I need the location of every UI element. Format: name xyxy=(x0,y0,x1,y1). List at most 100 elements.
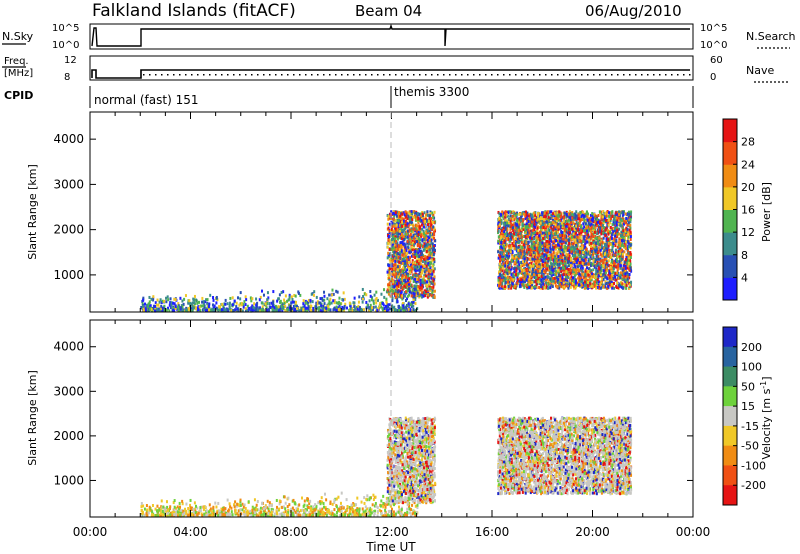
echo-cell xyxy=(422,260,424,263)
echo-cell xyxy=(505,210,507,213)
echo-cell xyxy=(433,237,435,240)
nave-point xyxy=(647,74,649,76)
nave-point xyxy=(569,74,571,76)
echo-cell xyxy=(621,249,623,252)
echo-cell xyxy=(418,285,420,288)
nave-point xyxy=(587,74,589,76)
echo-cell xyxy=(412,289,414,292)
echo-cell xyxy=(403,238,405,241)
echo-cell xyxy=(400,244,402,247)
echo-cell xyxy=(229,304,231,307)
echo-cell xyxy=(404,262,406,265)
echo-cell xyxy=(331,289,333,292)
echo-cell xyxy=(165,300,167,303)
echo-cell xyxy=(429,264,431,267)
echo-cell xyxy=(630,235,632,238)
echo-cell xyxy=(367,304,369,307)
echo-cell xyxy=(543,232,545,235)
echo-cell xyxy=(406,258,408,261)
echo-cell xyxy=(423,281,425,284)
echo-cell xyxy=(172,309,174,312)
echo-cell xyxy=(194,295,196,298)
echo-cell xyxy=(323,295,325,298)
echo-cell xyxy=(409,272,411,275)
echo-cell xyxy=(403,279,405,282)
nave-point xyxy=(365,74,367,76)
echo-cell xyxy=(401,286,403,289)
echo-cell xyxy=(149,308,151,311)
echo-cell xyxy=(409,218,411,221)
nave-point xyxy=(221,74,223,76)
nave-point xyxy=(209,74,211,76)
echo-cell xyxy=(412,261,414,264)
echo-cell xyxy=(423,295,425,298)
echo-cell xyxy=(384,307,386,310)
nave-point xyxy=(623,74,625,76)
echo-cell xyxy=(294,308,296,311)
nave-point xyxy=(653,74,655,76)
nave-point xyxy=(281,74,283,76)
echo-cell xyxy=(261,308,263,311)
echo-cell xyxy=(409,234,411,237)
echo-cell xyxy=(432,242,434,245)
echo-cell xyxy=(172,302,174,305)
echo-cell xyxy=(426,280,428,283)
echo-cell xyxy=(397,275,399,278)
echo-cell xyxy=(406,252,408,255)
echo-cell xyxy=(409,228,411,231)
echo-cell xyxy=(507,233,509,236)
echo-cell xyxy=(611,280,613,283)
power-data-field xyxy=(140,210,632,313)
echo-cell xyxy=(227,302,229,305)
echo-cell xyxy=(196,302,198,305)
echo-cell xyxy=(421,253,423,256)
echo-cell xyxy=(291,295,293,298)
nave-point xyxy=(215,74,217,76)
echo-cell xyxy=(424,270,426,273)
echo-cell xyxy=(387,252,389,255)
echo-cell xyxy=(425,290,427,293)
echo-cell xyxy=(341,298,343,301)
echo-cell xyxy=(397,238,399,241)
echo-cell xyxy=(417,292,419,295)
nave-point xyxy=(581,74,583,76)
nave-point xyxy=(395,74,397,76)
echo-cell xyxy=(321,297,323,300)
echo-cell xyxy=(402,241,404,244)
echo-cell xyxy=(433,253,435,256)
echo-cell xyxy=(407,275,409,278)
echo-cell xyxy=(207,298,209,301)
echo-cell xyxy=(616,226,618,229)
echo-cell xyxy=(393,267,395,270)
echo-cell xyxy=(402,262,404,265)
echo-cell xyxy=(431,291,433,294)
echo-cell xyxy=(427,243,429,246)
echo-cell xyxy=(259,298,261,301)
echo-cell xyxy=(300,307,302,310)
echo-cell xyxy=(275,307,277,310)
echo-cell xyxy=(403,230,405,233)
echo-cell xyxy=(399,215,401,218)
echo-cell xyxy=(245,298,247,301)
nave-point xyxy=(617,74,619,76)
echo-cell xyxy=(417,252,419,255)
echo-cell xyxy=(405,276,407,279)
echo-cell xyxy=(387,271,389,274)
nave-point xyxy=(341,74,343,76)
nave-point xyxy=(611,74,613,76)
echo-cell xyxy=(148,302,150,305)
echo-cell xyxy=(309,299,311,302)
echo-cell xyxy=(229,307,231,310)
nave-point xyxy=(299,74,301,76)
echo-cell xyxy=(413,216,415,219)
echo-cell xyxy=(291,307,293,310)
echo-cell xyxy=(512,224,514,227)
echo-cell xyxy=(390,289,392,292)
nave-point xyxy=(179,74,181,76)
echo-cell xyxy=(408,267,410,270)
nave-point xyxy=(539,74,541,76)
echo-cell xyxy=(243,300,245,303)
echo-cell xyxy=(208,308,210,311)
echo-cell xyxy=(331,293,333,296)
